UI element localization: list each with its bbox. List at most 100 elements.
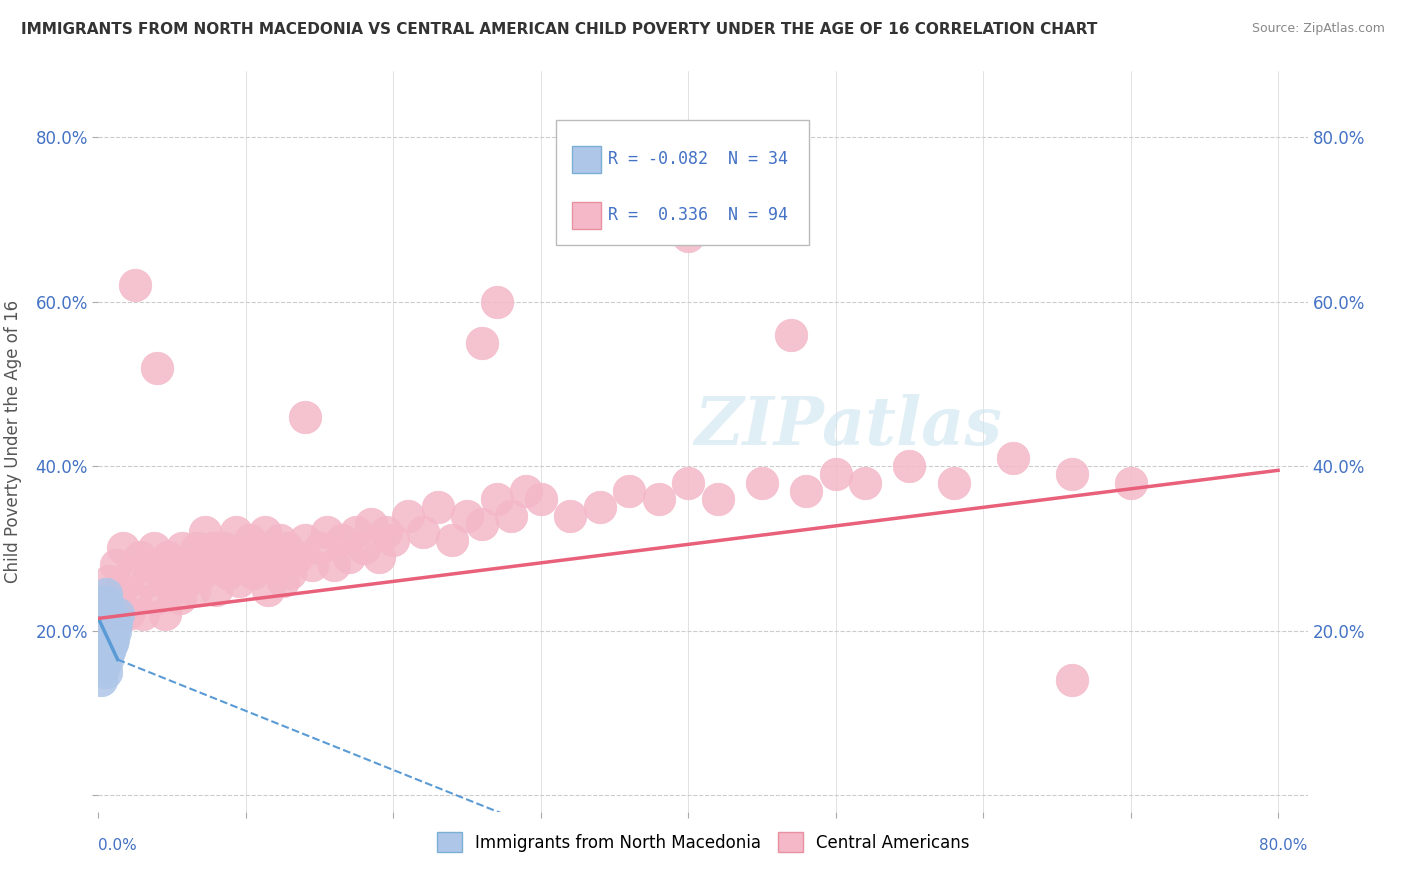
Point	[853, 475, 876, 490]
Point	[346, 524, 368, 539]
Point	[294, 409, 316, 424]
Point	[1001, 450, 1024, 465]
Point	[89, 661, 111, 675]
Point	[515, 483, 537, 498]
Point	[824, 467, 846, 482]
Point	[212, 541, 235, 556]
Point	[101, 632, 124, 646]
Point	[246, 541, 269, 556]
Point	[471, 335, 494, 350]
Point	[278, 566, 301, 581]
Point	[219, 549, 242, 564]
Point	[90, 673, 112, 687]
Point	[183, 582, 205, 597]
Point	[242, 566, 264, 581]
Point	[249, 558, 271, 572]
Point	[101, 611, 124, 625]
Point	[89, 640, 111, 655]
Text: R = -0.082  N = 34: R = -0.082 N = 34	[607, 150, 787, 169]
Point	[93, 595, 115, 609]
Point	[330, 533, 353, 548]
Point	[301, 558, 323, 572]
Point	[93, 657, 115, 671]
Point	[97, 624, 120, 638]
Point	[228, 574, 250, 589]
Point	[375, 524, 398, 539]
Point	[124, 591, 146, 605]
Point	[426, 500, 449, 515]
Y-axis label: Child Poverty Under the Age of 16: Child Poverty Under the Age of 16	[4, 300, 21, 583]
Point	[232, 549, 254, 564]
Point	[91, 648, 114, 663]
Point	[96, 615, 118, 630]
Point	[257, 582, 280, 597]
Point	[96, 636, 118, 650]
Point	[678, 228, 700, 243]
Point	[269, 533, 291, 548]
Point	[294, 533, 316, 548]
Point	[139, 558, 162, 572]
Point	[1119, 475, 1142, 490]
Point	[337, 549, 360, 564]
Point	[110, 582, 132, 597]
Point	[205, 582, 228, 597]
Point	[560, 508, 582, 523]
Point	[97, 574, 120, 589]
Point	[942, 475, 965, 490]
Point	[90, 648, 112, 663]
Point	[146, 360, 169, 375]
Point	[156, 549, 179, 564]
Point	[107, 607, 129, 622]
Point	[202, 541, 225, 556]
Text: IMMIGRANTS FROM NORTH MACEDONIA VS CENTRAL AMERICAN CHILD POVERTY UNDER THE AGE : IMMIGRANTS FROM NORTH MACEDONIA VS CENTR…	[21, 22, 1098, 37]
Point	[254, 524, 277, 539]
Point	[100, 636, 122, 650]
Point	[706, 492, 728, 507]
Point	[225, 524, 247, 539]
Point	[367, 549, 389, 564]
Point	[93, 636, 115, 650]
Point	[98, 640, 121, 655]
Text: R =  0.336  N = 94: R = 0.336 N = 94	[607, 206, 787, 224]
Text: 80.0%: 80.0%	[1260, 838, 1308, 853]
Point	[396, 508, 419, 523]
Point	[217, 566, 239, 581]
Point	[96, 595, 118, 609]
Point	[751, 475, 773, 490]
Point	[262, 549, 284, 564]
Point	[264, 558, 287, 572]
Point	[97, 644, 120, 658]
Point	[308, 541, 330, 556]
Point	[97, 603, 120, 617]
Point	[678, 475, 700, 490]
Point	[271, 574, 294, 589]
Point	[105, 615, 128, 630]
Point	[172, 541, 194, 556]
Point	[91, 632, 114, 646]
Point	[96, 652, 118, 666]
Point	[94, 648, 117, 663]
Point	[276, 541, 298, 556]
Point	[153, 607, 176, 622]
Point	[128, 549, 150, 564]
Point	[94, 665, 117, 679]
Point	[209, 558, 232, 572]
Point	[360, 516, 382, 531]
Point	[501, 508, 523, 523]
Point	[323, 558, 346, 572]
Point	[104, 624, 127, 638]
Point	[619, 483, 641, 498]
Point	[136, 574, 159, 589]
Point	[101, 607, 124, 622]
Point	[456, 508, 478, 523]
Point	[160, 582, 183, 597]
Point	[287, 549, 309, 564]
Point	[143, 541, 166, 556]
Point	[91, 607, 114, 622]
Point	[190, 566, 212, 581]
Point	[90, 624, 112, 638]
Point	[648, 492, 671, 507]
Point	[485, 294, 508, 309]
Point	[485, 492, 508, 507]
Point	[235, 558, 257, 572]
